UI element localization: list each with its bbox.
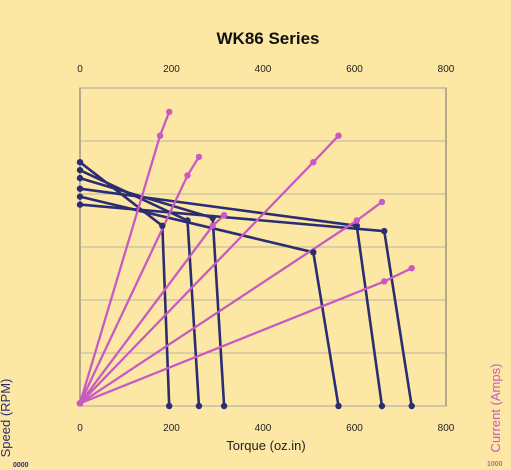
left-axis-label: Speed (RPM): [0, 379, 13, 458]
top-x-tick-label: 200: [163, 64, 180, 75]
speed-data-point: [76, 166, 84, 174]
right-cut-tick-label: 1000: [487, 461, 503, 468]
speed-data-point: [76, 185, 84, 192]
x-axis-label: Torque (oz.in): [226, 438, 305, 453]
bottom-x-ticks: 0 200 400 600 800: [77, 423, 455, 434]
speed-data-point: [310, 249, 317, 256]
chart-title: WK86 Series: [217, 29, 320, 48]
top-x-ticks: 0 200 400 600 800: [77, 64, 455, 75]
speed-data-point: [381, 227, 388, 235]
current-data-point: [220, 212, 228, 219]
speed-data-point: [195, 402, 203, 410]
current-data-point: [408, 265, 415, 272]
markers-layer: [76, 108, 415, 410]
speed-data-point: [353, 222, 360, 229]
current-data-point: [76, 400, 84, 407]
current-data-point: [156, 132, 164, 139]
speed-data-point: [184, 217, 191, 224]
current-data-point: [195, 153, 203, 161]
speed-data-point: [166, 402, 173, 410]
current-data-point: [353, 217, 360, 224]
top-x-tick-label: 400: [255, 64, 272, 75]
speed-data-point: [76, 201, 84, 208]
right-axis-label: Current (Amps): [488, 364, 503, 453]
top-x-tick-label: 800: [438, 64, 455, 75]
speed-data-point: [76, 159, 84, 166]
left-cut-tick-label: 0000: [13, 462, 29, 469]
bottom-x-tick-label: 600: [346, 423, 363, 434]
speed-data-point: [76, 174, 84, 182]
speed-data-point: [220, 402, 228, 410]
top-x-tick-label: 600: [346, 64, 363, 75]
speed-data-point: [76, 193, 84, 200]
bottom-x-tick-label: 400: [255, 423, 272, 434]
current-data-point: [335, 132, 342, 139]
bottom-x-tick-label: 800: [438, 423, 455, 434]
speed-data-point: [209, 214, 216, 222]
speed-data-point: [408, 402, 415, 410]
current-data-point: [209, 222, 216, 229]
bottom-x-tick-label: 0: [77, 423, 83, 434]
current-data-point: [378, 198, 386, 206]
speed-data-point: [159, 222, 166, 229]
current-data-point: [166, 108, 173, 116]
speed-data-point: [378, 402, 386, 410]
current-data-point: [381, 278, 388, 285]
top-x-tick-label: 0: [77, 64, 83, 75]
speed-data-point: [335, 402, 342, 410]
bottom-x-tick-label: 200: [163, 423, 180, 434]
current-data-point: [310, 159, 317, 166]
current-data-point: [184, 172, 191, 179]
